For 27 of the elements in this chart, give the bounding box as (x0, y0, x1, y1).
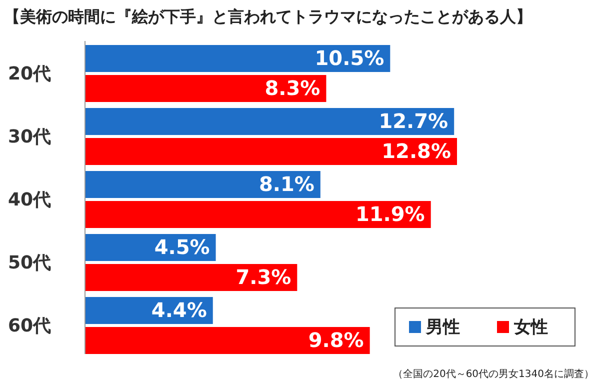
bar (85, 45, 390, 72)
data-label: 4.4% (151, 298, 207, 322)
legend-label: 女性 (513, 318, 548, 338)
data-label: 8.3% (264, 76, 320, 100)
data-label: 12.8% (382, 138, 451, 163)
bar (85, 108, 454, 135)
data-label: 12.7% (378, 108, 448, 133)
bar (85, 171, 320, 198)
text: （全国の20代～60代の男女1340名に調査） (393, 368, 594, 380)
chart-title: 【美術の時間に『絵が下手』と言われてトラウマになったことがある人】 (4, 7, 532, 26)
bar (85, 327, 370, 354)
bar (85, 75, 326, 102)
data-label: 11.9% (355, 202, 425, 226)
data-label: 4.5% (154, 234, 210, 259)
y-tick-label: 20代 (8, 63, 52, 84)
data-label: 7.3% (236, 264, 292, 289)
y-tick-label: 60代 (8, 315, 52, 336)
y-tick-label: 50代 (8, 252, 52, 274)
legend-label: 男性 (425, 318, 460, 338)
bar (85, 201, 431, 228)
bar (85, 264, 298, 291)
y-tick-label: 30代 (8, 126, 52, 148)
data-label: 8.1% (258, 172, 314, 196)
data-label: 10.5% (314, 46, 384, 70)
bar (85, 138, 457, 165)
data-label: 9.8% (308, 328, 364, 352)
y-tick-label: 40代 (8, 189, 52, 210)
